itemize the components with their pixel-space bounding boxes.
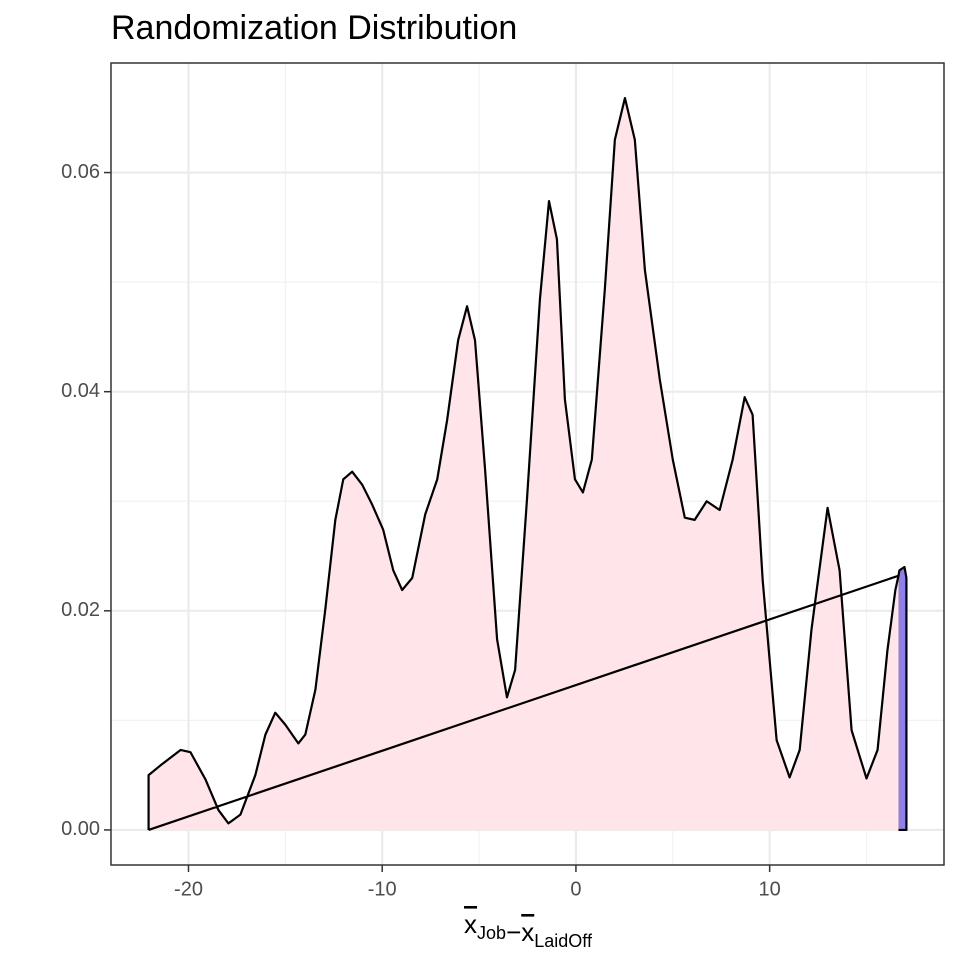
x-label-subscript: LaidOff	[534, 931, 593, 951]
density-area	[898, 566, 907, 830]
x-label-part: x	[464, 909, 477, 939]
y-tick-label: 0.06	[61, 161, 100, 183]
x-label-part: −	[506, 917, 521, 947]
density-outline	[147, 96, 900, 831]
axes: -20 -10 0 10 0.00 0.02 0.04 0.06	[61, 161, 781, 900]
density-area	[148, 98, 899, 830]
x-label-subscript: Job	[477, 923, 506, 943]
density-outline	[897, 565, 908, 832]
y-tick-label: 0.04	[61, 380, 100, 402]
x-tick-label: 0	[570, 878, 581, 900]
chart-title: Randomization Distribution	[111, 9, 517, 47]
marks	[147, 96, 908, 832]
x-label-part: x	[521, 917, 534, 947]
panel-border	[110, 62, 945, 866]
x-tick-label: 10	[759, 878, 781, 900]
x-tick-label: -20	[174, 878, 203, 900]
x-tick-label: -10	[368, 878, 397, 900]
y-tick-label: 0.02	[61, 599, 100, 621]
y-tick-label: 0.00	[61, 818, 100, 840]
x-axis-label: xJob−xLaidOff	[464, 909, 593, 951]
